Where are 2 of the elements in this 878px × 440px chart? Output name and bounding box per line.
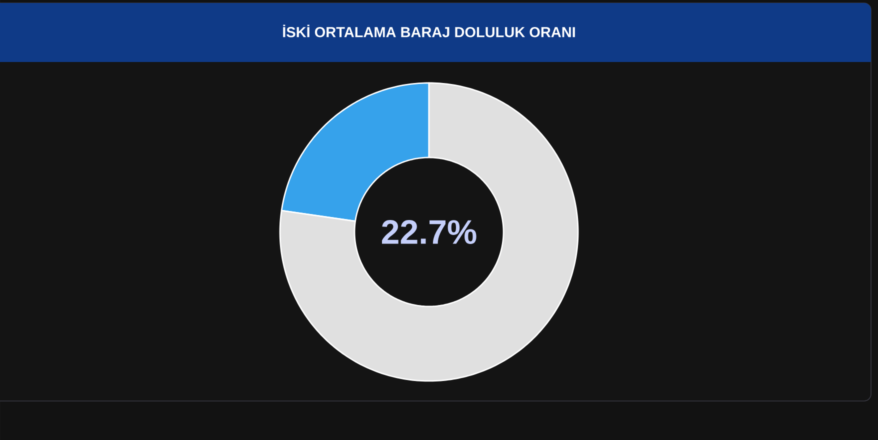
chart-title: İSKİ ORTALAMA BARAJ DOLULUK ORANI	[283, 24, 575, 38]
text: 22.7%	[382, 220, 476, 244]
